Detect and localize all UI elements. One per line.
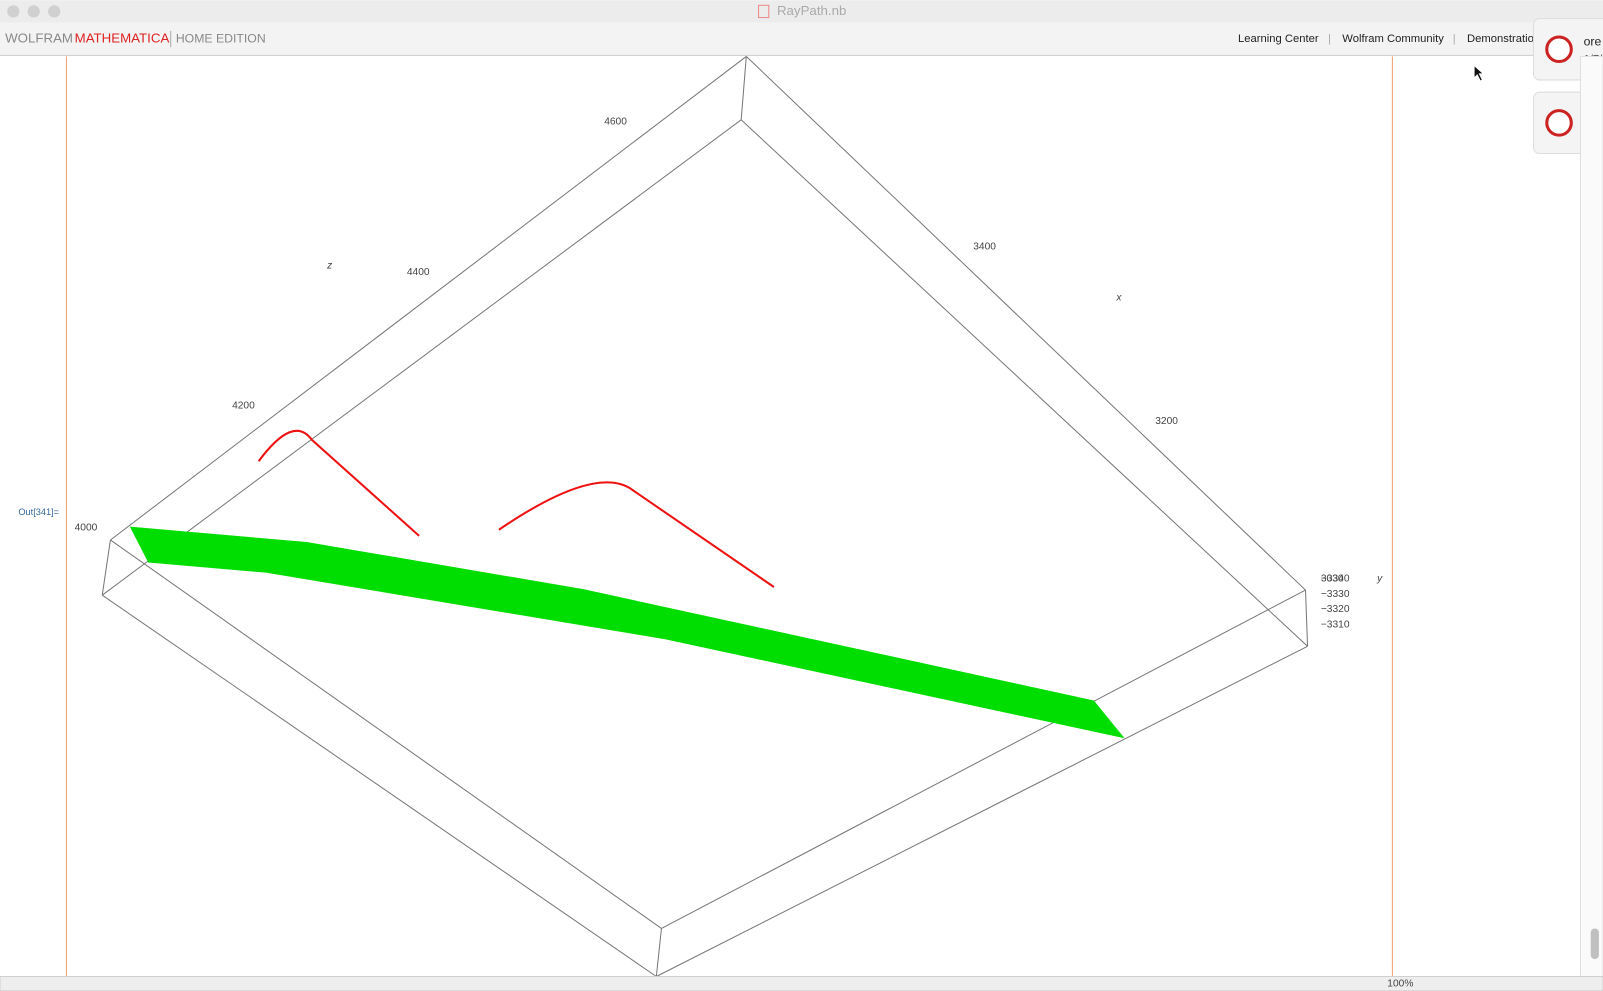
axis-label: z: [326, 261, 332, 272]
tick-label: −3320: [1321, 604, 1350, 615]
title-bar: [0, 0, 1603, 23]
close-button[interactable]: [7, 5, 20, 18]
product: MATHEMATICA: [75, 31, 170, 46]
ray-path: [498, 481, 775, 588]
edition: HOME EDITION: [176, 31, 266, 45]
surface: [129, 526, 1125, 739]
alarm-icon: [1545, 35, 1573, 64]
minimize-button[interactable]: [27, 5, 40, 18]
status-bar: [0, 975, 1603, 991]
brand: WOLFRAM: [5, 31, 73, 46]
tick-label: 4200: [232, 401, 255, 412]
alarm-icon: [1545, 109, 1573, 137]
toolbar: [0, 22, 1603, 56]
cell-label: Out[341]=: [18, 507, 59, 517]
tick-label: −3330: [1321, 589, 1350, 600]
tick-label: 4600: [604, 117, 627, 128]
scroll-thumb[interactable]: [1590, 928, 1599, 960]
tick-label: 4000: [75, 522, 98, 533]
toolbar-link[interactable]: Learning Center: [1238, 33, 1319, 45]
box-edges: [101, 56, 1309, 977]
toolbar-link[interactable]: Wolfram Community: [1342, 33, 1444, 45]
separator: |: [1328, 33, 1331, 45]
axis-label: x: [1115, 292, 1122, 303]
tick-label: −3310: [1321, 620, 1350, 631]
toolbar-link[interactable]: Demonstratio: [1467, 33, 1534, 45]
notification-title: ore: [1584, 34, 1602, 48]
axis-label: y: [1376, 574, 1383, 585]
zoom-button[interactable]: [48, 5, 61, 18]
tick-label: −3340: [1321, 574, 1350, 585]
tick-label: 3400: [973, 241, 996, 252]
zoom-level[interactable]: 100%: [1387, 978, 1413, 989]
ray-path: [257, 429, 420, 537]
scrollbar[interactable]: [1579, 55, 1603, 978]
document-icon: [758, 4, 770, 19]
separator: |: [1453, 33, 1456, 45]
bounding-box: [101, 56, 1309, 977]
tick-label: 3200: [1155, 416, 1178, 427]
tick-label: 4400: [407, 267, 430, 278]
mouse-cursor: [1473, 64, 1485, 82]
window-title: RayPath.nb: [777, 3, 846, 18]
tick-label: 3030: [1321, 574, 1344, 585]
